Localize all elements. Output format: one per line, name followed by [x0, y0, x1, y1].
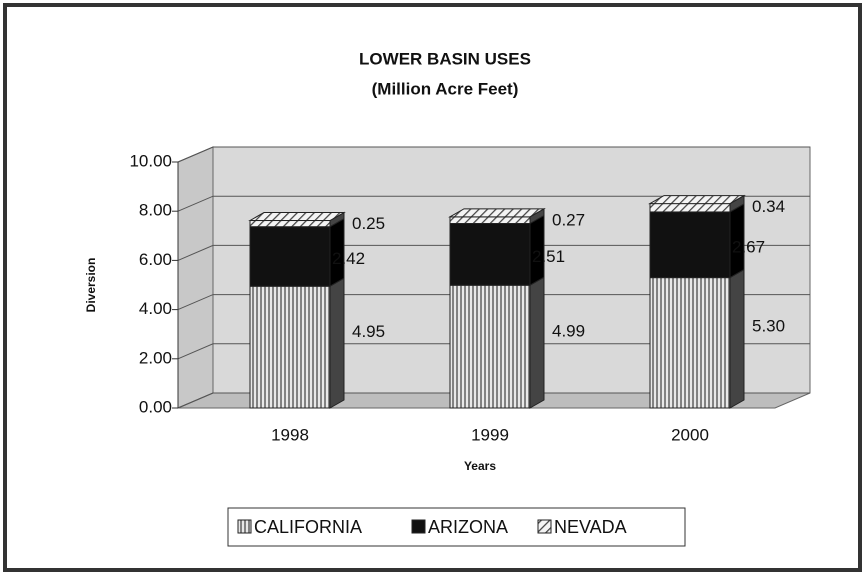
bar-segment [249, 217, 345, 288]
y-tick-label: 0.00 [139, 397, 172, 416]
legend-label: CALIFORNIA [254, 517, 362, 537]
value-label: 0.27 [552, 210, 585, 229]
x-tick-label: 1999 [471, 425, 509, 444]
x-tick-label: 2000 [671, 425, 709, 444]
value-label: 2.51 [532, 247, 565, 266]
value-label: 0.34 [752, 197, 785, 216]
bar-segment [248, 211, 346, 228]
bar-front [449, 223, 531, 286]
bar-side [529, 276, 545, 409]
bar-front [449, 216, 531, 225]
grid-line [177, 195, 810, 212]
bar-front [449, 284, 531, 409]
legend-swatch [537, 519, 552, 534]
bar-segment [649, 203, 745, 279]
bar-top [248, 212, 346, 222]
grid-line [177, 343, 810, 360]
bar-segment [449, 276, 545, 409]
bar-side [329, 277, 345, 409]
bar-front [249, 220, 331, 228]
plot-area: 0.00 2.00 4.00 6.00 8.00 10.00 1998 4.95 2.42 0.2… [129, 146, 811, 444]
value-label: 4.95 [352, 322, 385, 341]
y-tick-label: 4.00 [139, 299, 172, 318]
grid-line [177, 294, 810, 311]
grid-line [177, 146, 810, 163]
y-tick-label: 10.00 [129, 151, 172, 170]
bar-top [448, 208, 546, 218]
grid-line [177, 392, 810, 409]
legend-swatch [411, 519, 426, 534]
bar-top [648, 195, 746, 205]
x-tick-label: 1998 [271, 425, 309, 444]
side-wall [177, 146, 214, 409]
value-label: 0.25 [352, 214, 385, 233]
legend-label: NEVADA [554, 517, 627, 537]
bar-segment [249, 277, 345, 409]
legend-label: ARIZONA [428, 517, 508, 537]
value-label: 4.99 [552, 321, 585, 340]
value-label: 5.30 [752, 317, 785, 336]
bar-front [249, 226, 331, 287]
bar-front [649, 211, 731, 279]
y-tick-label: 2.00 [139, 348, 172, 367]
grid-line [177, 244, 810, 261]
legend [227, 507, 686, 547]
y-tick-label: 6.00 [139, 250, 172, 269]
bar-front [649, 277, 731, 409]
chart-subtitle: (Million Acre Feet) [372, 79, 519, 98]
bar-segment [649, 268, 745, 409]
chart-title: LOWER BASIN USES [359, 49, 531, 68]
value-label: 2.42 [332, 249, 365, 268]
bar-side [729, 268, 745, 409]
bar-segment [448, 207, 546, 225]
legend-swatch [237, 519, 252, 534]
value-label: 2.67 [732, 238, 765, 257]
bar-front [249, 285, 331, 409]
y-tick-label: 8.00 [139, 201, 172, 220]
bar-segment [449, 214, 545, 287]
bar-front [649, 203, 731, 213]
x-axis-label: Years [464, 459, 496, 473]
legend-entries: CALIFORNIA ARIZONA NEVADA [237, 517, 627, 537]
y-axis-label: Diversion [84, 258, 98, 313]
bar-segment [648, 194, 746, 213]
